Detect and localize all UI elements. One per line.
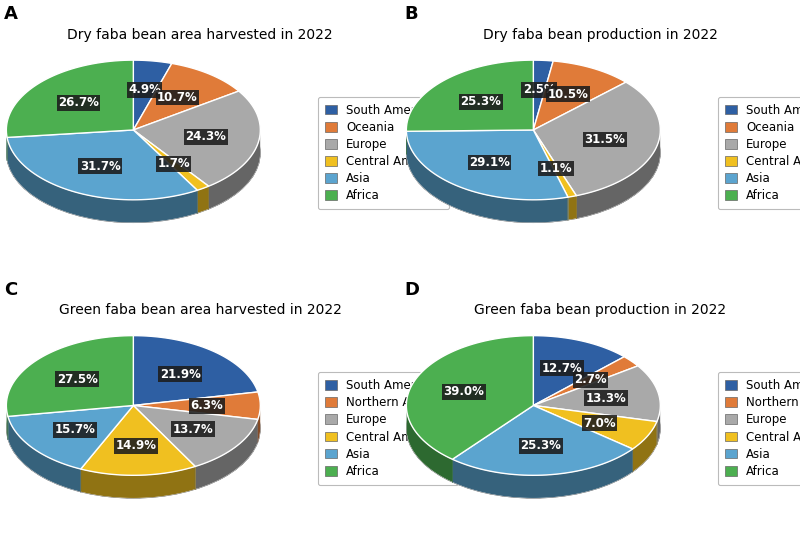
Ellipse shape (6, 359, 260, 498)
Ellipse shape (406, 83, 660, 223)
Text: 26.7%: 26.7% (58, 96, 99, 110)
Polygon shape (534, 366, 660, 422)
Ellipse shape (406, 359, 660, 498)
Polygon shape (406, 406, 452, 482)
Text: 4.9%: 4.9% (128, 83, 161, 96)
Text: 7.0%: 7.0% (583, 417, 616, 430)
Polygon shape (576, 130, 660, 219)
Text: 29.1%: 29.1% (469, 156, 510, 169)
Text: 13.7%: 13.7% (173, 423, 213, 436)
Polygon shape (534, 61, 626, 130)
Polygon shape (406, 60, 534, 131)
Polygon shape (134, 63, 239, 130)
Title: Green faba bean area harvested in 2022: Green faba bean area harvested in 2022 (58, 303, 342, 317)
Polygon shape (657, 406, 660, 445)
Polygon shape (134, 60, 172, 130)
Text: 39.0%: 39.0% (443, 385, 485, 398)
Text: 2.7%: 2.7% (574, 373, 606, 386)
Text: 15.7%: 15.7% (54, 424, 95, 436)
Polygon shape (134, 336, 258, 406)
Polygon shape (406, 131, 568, 223)
Polygon shape (195, 419, 258, 489)
Text: 1.1%: 1.1% (539, 162, 572, 175)
Title: Dry faba bean production in 2022: Dry faba bean production in 2022 (482, 28, 718, 41)
Title: Green faba bean production in 2022: Green faba bean production in 2022 (474, 303, 726, 317)
Polygon shape (258, 406, 260, 442)
Ellipse shape (6, 83, 260, 223)
Polygon shape (452, 449, 633, 498)
Polygon shape (452, 406, 633, 476)
Polygon shape (534, 60, 553, 130)
Polygon shape (568, 196, 576, 220)
Text: 25.3%: 25.3% (521, 439, 562, 452)
Legend: South America, Oceania, Europe, Central America, Asia, Africa: South America, Oceania, Europe, Central … (318, 96, 449, 209)
Polygon shape (81, 406, 195, 476)
Text: 31.7%: 31.7% (80, 160, 121, 172)
Text: 25.3%: 25.3% (460, 95, 502, 108)
Title: Dry faba bean area harvested in 2022: Dry faba bean area harvested in 2022 (67, 28, 333, 41)
Text: 31.5%: 31.5% (585, 133, 626, 146)
Polygon shape (7, 137, 198, 223)
Text: 27.5%: 27.5% (57, 372, 98, 386)
Text: 13.3%: 13.3% (586, 392, 626, 404)
Legend: South America, Northern America, Europe, Central America, Asia, Africa: South America, Northern America, Europe,… (318, 372, 458, 485)
Polygon shape (534, 130, 576, 197)
Text: 12.7%: 12.7% (542, 361, 582, 375)
Polygon shape (6, 336, 134, 417)
Polygon shape (406, 336, 534, 460)
Text: 2.5%: 2.5% (522, 83, 555, 96)
Polygon shape (134, 91, 260, 186)
Polygon shape (534, 406, 657, 449)
Text: 10.7%: 10.7% (157, 91, 198, 104)
Polygon shape (534, 82, 660, 196)
Text: 24.3%: 24.3% (186, 131, 226, 143)
Polygon shape (633, 422, 657, 472)
Polygon shape (7, 130, 198, 200)
Polygon shape (198, 186, 209, 213)
Text: 6.3%: 6.3% (190, 399, 223, 412)
Legend: South America, Oceania, Europe, Central America, Asia, Africa: South America, Oceania, Europe, Central … (718, 96, 800, 209)
Text: B: B (404, 6, 418, 23)
Polygon shape (406, 130, 568, 200)
Polygon shape (134, 406, 258, 467)
Polygon shape (8, 417, 81, 492)
Legend: South America, Northern America, Europe, Central America, Asia, Africa: South America, Northern America, Europe,… (718, 372, 800, 485)
Text: D: D (404, 281, 419, 299)
Polygon shape (209, 130, 260, 209)
Polygon shape (134, 130, 209, 190)
Polygon shape (6, 406, 8, 439)
Text: 14.9%: 14.9% (116, 440, 157, 452)
Polygon shape (6, 60, 134, 137)
Text: 21.9%: 21.9% (160, 368, 201, 381)
Polygon shape (134, 392, 260, 419)
Text: 1.7%: 1.7% (158, 158, 190, 170)
Polygon shape (81, 467, 195, 498)
Text: 10.5%: 10.5% (547, 88, 588, 101)
Text: C: C (4, 281, 18, 299)
Polygon shape (534, 336, 624, 406)
Text: A: A (4, 6, 18, 23)
Polygon shape (534, 356, 638, 406)
Polygon shape (8, 406, 134, 469)
